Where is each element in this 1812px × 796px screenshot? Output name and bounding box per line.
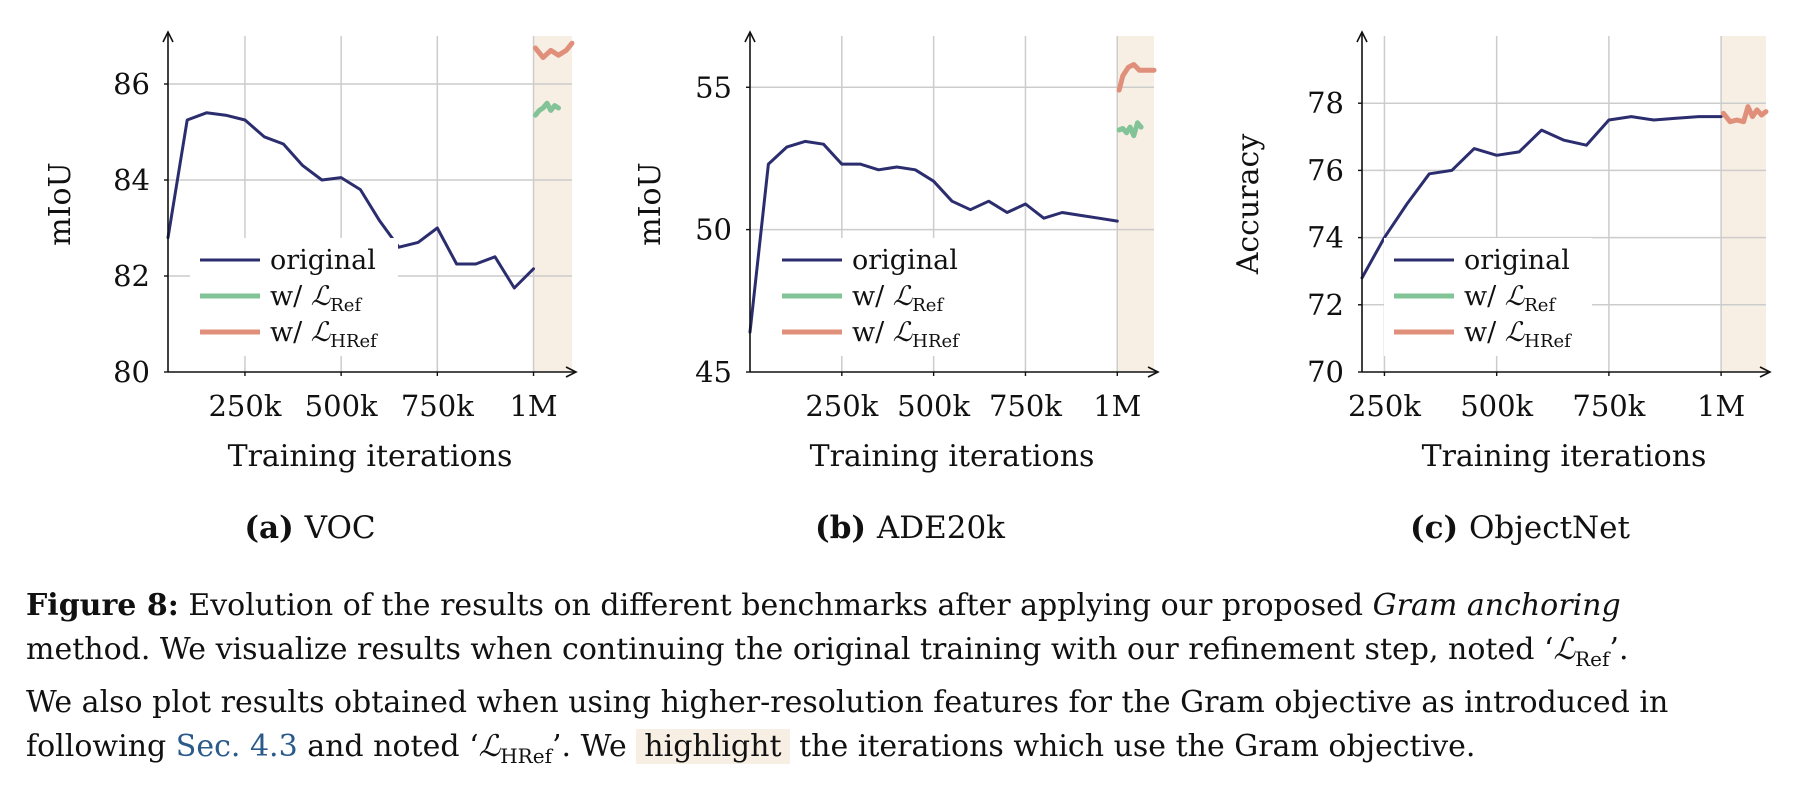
caption-line-3: We also plot results obtained when using… (26, 681, 1806, 725)
x-tick-label: 750k (401, 389, 474, 423)
legend-label-1: original (1464, 245, 1570, 276)
y-tick-label: 45 (695, 355, 732, 389)
series-line-1 (166, 111, 535, 290)
y-axis-arrow (1356, 30, 1368, 43)
x-tick-label: 500k (1460, 389, 1533, 423)
caption-emphasis: Gram anchoring (1372, 588, 1621, 623)
y-axis-label: Accuracy (1231, 134, 1266, 276)
y-tick-label: 74 (1307, 221, 1344, 255)
y-tick-label: 84 (113, 163, 150, 197)
highlight-region (1117, 36, 1154, 372)
subfigure-caption: (a) VOC (244, 510, 375, 546)
caption-text-2-end: ’. (1609, 632, 1629, 667)
y-tick-label: 86 (113, 67, 150, 101)
y-tick-label: 82 (113, 259, 150, 293)
caption-text-4b: and noted ‘ (307, 729, 479, 764)
caption-text-4a: following (26, 729, 167, 764)
x-tick-label: 250k (208, 389, 281, 423)
y-axis-arrow (162, 30, 174, 43)
caption-label: Figure 8: (26, 588, 179, 623)
x-axis-label: Training iterations (228, 439, 513, 474)
caption-text-4c: ’. We (551, 729, 627, 764)
legend-label-1: original (270, 245, 376, 276)
caption-math-ref-sub: Ref (1575, 647, 1610, 671)
x-axis-label: Training iterations (810, 439, 1095, 474)
x-tick-label: 750k (1572, 389, 1645, 423)
y-axis-arrow (744, 30, 756, 43)
highlight-region (533, 36, 572, 372)
x-tick-label: 500k (897, 389, 970, 423)
x-tick-label: 250k (805, 389, 878, 423)
y-tick-label: 80 (113, 355, 150, 389)
caption-line-1: Figure 8: Evolution of the results on di… (26, 584, 1806, 628)
series-line-2 (1116, 120, 1144, 139)
y-tick-label: 50 (695, 213, 732, 247)
caption-text-3: We also plot results obtained when using… (26, 685, 1669, 720)
legend-label-1: original (852, 245, 958, 276)
caption-text-1: Evolution of the results on different be… (188, 588, 1364, 623)
figure-caption: Figure 8: Evolution of the results on di… (26, 584, 1806, 778)
x-tick-label: 750k (989, 389, 1062, 423)
caption-math-ref: ℒ (1553, 632, 1576, 667)
y-tick-label: 72 (1307, 288, 1344, 322)
caption-math-href-sub: HRef (500, 744, 552, 768)
highlight-region (1721, 36, 1766, 372)
series-line-2 (532, 100, 561, 118)
caption-text-2: method. We visualize results when contin… (26, 632, 1554, 667)
subfigure-caption: (c) ObjectNet (1410, 510, 1631, 546)
caption-line-4: following Sec. 4.3 and noted ‘ℒHRef’. We… (26, 725, 1806, 778)
legend-label-2: w/ ℒRef (1464, 281, 1556, 316)
x-axis-arrow (1759, 366, 1772, 378)
x-axis-arrow (565, 366, 578, 378)
series-line-3 (532, 40, 575, 61)
series-line-1 (1360, 115, 1723, 280)
y-tick-label: 55 (695, 70, 732, 104)
y-tick-label: 76 (1307, 153, 1344, 187)
y-tick-label: 78 (1307, 86, 1344, 120)
y-axis-label: mIoU (633, 162, 668, 246)
subfigure-caption: (b) ADE20k (815, 510, 1005, 546)
caption-text-4d: the iterations which use the Gram object… (799, 729, 1476, 764)
x-tick-label: 250k (1348, 389, 1421, 423)
x-axis-label: Training iterations (1422, 439, 1707, 474)
caption-highlight: highlight (636, 729, 790, 764)
x-axis-arrow (1147, 366, 1160, 378)
x-tick-label: 1M (1093, 389, 1141, 423)
y-tick-label: 70 (1307, 355, 1344, 389)
series-line-1 (748, 139, 1119, 334)
section-link[interactable]: Sec. 4.3 (175, 729, 298, 764)
legend-label-2: w/ ℒRef (270, 281, 362, 316)
y-axis-label: mIoU (43, 162, 78, 246)
x-tick-label: 1M (509, 389, 557, 423)
x-tick-label: 500k (305, 389, 378, 423)
x-tick-label: 1M (1697, 389, 1745, 423)
series-line-3 (1116, 62, 1157, 93)
caption-line-2: method. We visualize results when contin… (26, 628, 1806, 681)
caption-math-href: ℒ (478, 729, 501, 764)
series-line-3 (1720, 104, 1769, 125)
